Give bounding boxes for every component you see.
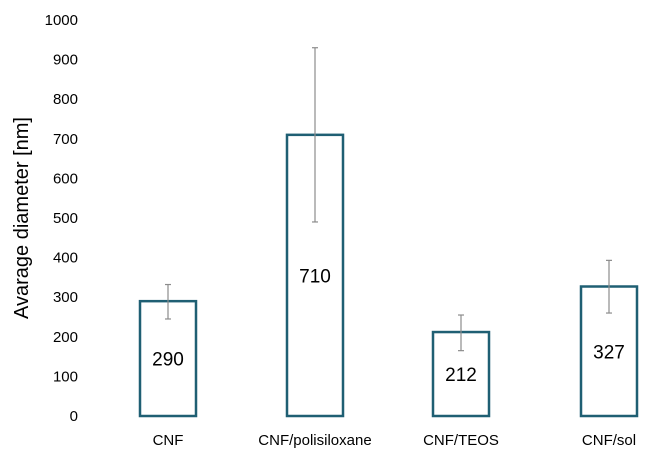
bars: [138, 133, 639, 418]
y-tick-label: 800: [53, 91, 78, 108]
bar: [138, 299, 198, 418]
y-tick-label: 700: [53, 131, 78, 148]
y-tick-label: 500: [53, 210, 78, 227]
data-labels: 290 710 212 327: [152, 266, 625, 386]
category-label: CNF/sol: [582, 432, 636, 449]
data-label: 290: [152, 350, 184, 371]
y-tick-label: 300: [53, 289, 78, 306]
y-tick-label: 400: [53, 250, 78, 267]
data-label: 212: [445, 365, 477, 386]
y-axis-label: Avarage diameter [nm]: [11, 117, 33, 319]
y-tick-label: 900: [53, 52, 78, 69]
category-labels: CNF CNF/polisiloxane CNF/TEOS CNF/sol: [153, 432, 637, 449]
category-label: CNF/TEOS: [423, 432, 499, 449]
bar: [579, 285, 639, 418]
y-tick-label: 0: [70, 408, 78, 425]
y-tick-labels: 0 100 200 300 400 500 600 700 800 900 1000: [45, 12, 78, 425]
y-tick-label: 100: [53, 368, 78, 385]
category-label: CNF/polisiloxane: [258, 432, 371, 449]
error-bars: [165, 47, 612, 352]
category-label: CNF: [153, 432, 184, 449]
y-tick-label: 200: [53, 329, 78, 346]
data-label: 327: [593, 342, 625, 363]
y-tick-label: 600: [53, 170, 78, 187]
y-tick-label: 1000: [45, 12, 78, 29]
data-label: 710: [299, 266, 331, 287]
